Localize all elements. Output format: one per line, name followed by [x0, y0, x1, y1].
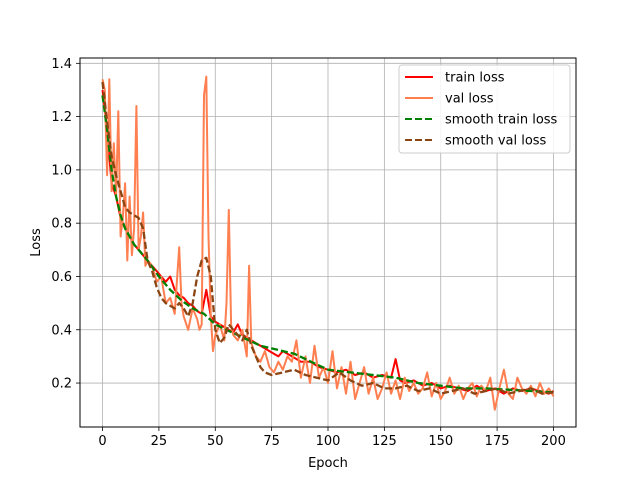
- y-tick-label: 1.2: [51, 110, 72, 125]
- y-tick-label: 0.6: [51, 270, 72, 285]
- x-tick-label: 25: [151, 434, 168, 449]
- x-tick-label: 175: [485, 434, 510, 449]
- x-tick-label: 100: [316, 434, 341, 449]
- x-tick-label: 50: [207, 434, 224, 449]
- x-axis-label: Epoch: [308, 456, 348, 471]
- val-loss-line: [101, 75, 555, 411]
- x-tick-label: 0: [98, 434, 106, 449]
- train-loss-legend-label: train loss: [445, 71, 505, 86]
- legend: train loss val loss smooth train loss smoot…: [398, 64, 571, 154]
- x-tick-label: 125: [372, 434, 397, 449]
- y-axis-label: Loss: [29, 228, 44, 257]
- y-tick-label: 1.0: [51, 163, 72, 178]
- y-tick-label: 0.8: [51, 217, 72, 232]
- series-layer: [101, 75, 555, 411]
- smooth-val-loss-legend-label: smooth val loss: [445, 134, 547, 149]
- x-tick-label: 200: [541, 434, 566, 449]
- val-loss-legend-label: val loss: [445, 92, 494, 107]
- axis-ticks: 0 25 50 75 100 125 150 175 200 0.2 0.4 0.6 0.8 1.0 1.2…: [51, 57, 566, 449]
- legend-box: [398, 64, 571, 154]
- smooth-val-loss-line: [101, 81, 554, 395]
- y-tick-label: 1.4: [51, 57, 72, 72]
- x-tick-label: 75: [263, 434, 280, 449]
- y-tick-label: 0.4: [51, 323, 72, 338]
- smooth-train-loss-legend-label: smooth train loss: [445, 113, 558, 128]
- y-tick-label: 0.2: [51, 377, 72, 392]
- x-tick-label: 150: [428, 434, 453, 449]
